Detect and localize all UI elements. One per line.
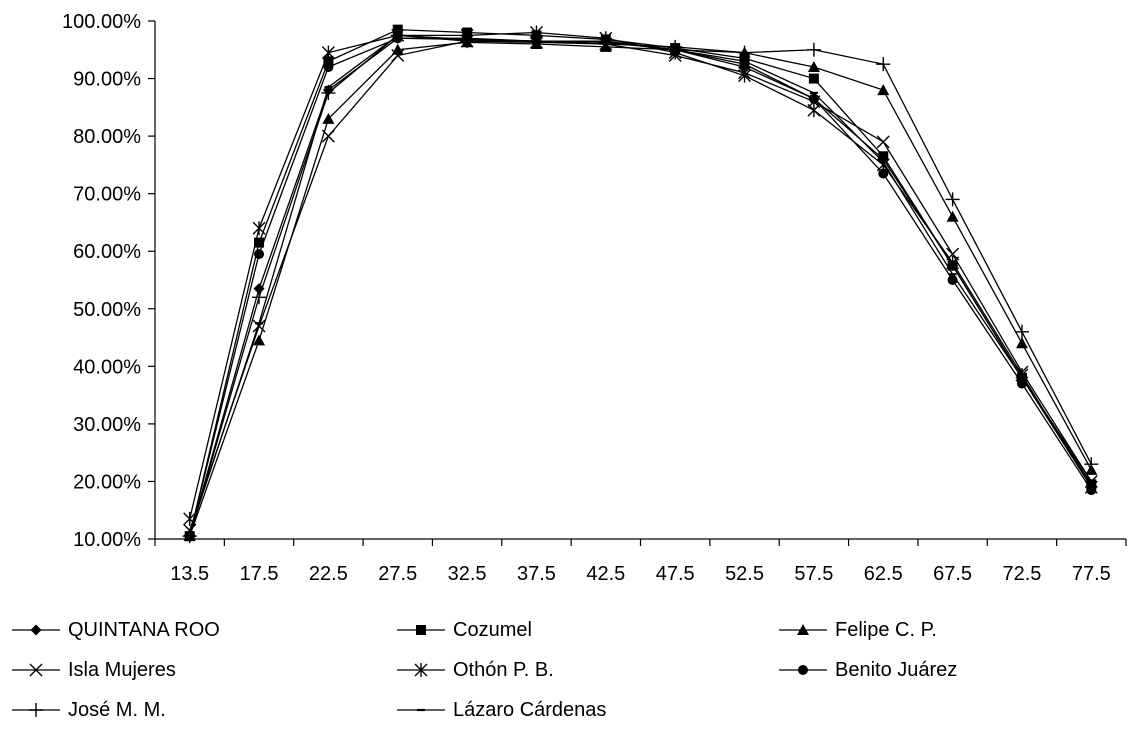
series-line bbox=[189, 31, 1092, 520]
x-tick-label: 67.5 bbox=[933, 563, 972, 585]
x-tick-label: 17.5 bbox=[240, 563, 279, 585]
axes: 10.00% 20.00% 30.00% 40.00% 50.00% 60.00% 70.0… bbox=[62, 11, 1127, 585]
data-point bbox=[737, 45, 752, 60]
data-point bbox=[254, 249, 265, 260]
data-point bbox=[807, 103, 821, 118]
series-line bbox=[189, 37, 1092, 537]
legend-marker bbox=[30, 624, 42, 636]
x-tick-label: 52.5 bbox=[725, 563, 764, 585]
legend-label: Felipe C. P. bbox=[835, 619, 937, 641]
data-point bbox=[946, 210, 959, 222]
data-point bbox=[323, 62, 334, 73]
x-tick-label: 13.5 bbox=[170, 563, 209, 585]
y-tick-label: 70.00% bbox=[73, 184, 141, 206]
legend-marker bbox=[29, 703, 43, 717]
x-tick-label: 37.5 bbox=[517, 563, 556, 585]
legend: QUINTANA ROO Cozumel Felipe C. P. Isla Muje… bbox=[12, 619, 957, 721]
series-line bbox=[189, 40, 1092, 531]
x-tick-label: 77.5 bbox=[1072, 563, 1111, 585]
x-tick-label: 62.5 bbox=[864, 563, 903, 585]
legend-entry: Benito Juárez bbox=[779, 659, 957, 681]
x-tick-label: 57.5 bbox=[794, 563, 833, 585]
data-point bbox=[808, 73, 819, 84]
legend-entry: Othón P. B. bbox=[397, 659, 554, 681]
data-point bbox=[252, 221, 266, 236]
series-group bbox=[182, 24, 1099, 544]
legend-entry: Cozumel bbox=[397, 619, 532, 641]
y-tick-label: 90.00% bbox=[73, 69, 141, 91]
series-quintana-roo bbox=[184, 32, 1097, 542]
legend-marker bbox=[797, 624, 809, 635]
data-point bbox=[321, 45, 335, 60]
data-point bbox=[877, 84, 890, 96]
data-point bbox=[252, 319, 266, 333]
data-point bbox=[876, 57, 891, 72]
legend-label: Benito Juárez bbox=[835, 659, 957, 681]
legend-label: Cozumel bbox=[453, 619, 532, 641]
legend-marker bbox=[414, 663, 428, 677]
data-point bbox=[253, 334, 266, 346]
legend-entry: QUINTANA ROO bbox=[12, 619, 220, 641]
y-tick-label: 10.00% bbox=[73, 529, 141, 551]
data-point bbox=[878, 168, 889, 179]
legend-entry: Lázaro Cárdenas bbox=[397, 699, 606, 721]
y-tick-label: 100.00% bbox=[62, 11, 141, 33]
y-tick-label: 80.00% bbox=[73, 126, 141, 148]
data-point bbox=[460, 34, 475, 49]
x-tick-label: 32.5 bbox=[448, 563, 487, 585]
legend-label: Lázaro Cárdenas bbox=[453, 699, 606, 721]
series-line bbox=[189, 41, 1092, 537]
y-tick-label: 60.00% bbox=[73, 241, 141, 263]
data-point bbox=[668, 39, 683, 54]
data-point bbox=[808, 93, 819, 104]
data-point bbox=[598, 37, 613, 52]
legend-entry: Isla Mujeres bbox=[12, 659, 176, 681]
y-tick-label: 30.00% bbox=[73, 414, 141, 436]
data-point bbox=[322, 112, 335, 124]
series-line bbox=[189, 34, 1092, 534]
data-point bbox=[391, 49, 405, 63]
legend-entry: Felipe C. P. bbox=[779, 619, 937, 641]
data-point bbox=[1014, 324, 1029, 339]
legend-label: José M. M. bbox=[68, 699, 166, 721]
y-tick-label: 20.00% bbox=[73, 471, 141, 493]
data-point bbox=[806, 42, 821, 57]
series-line bbox=[189, 37, 1092, 537]
x-tick-label: 47.5 bbox=[656, 563, 695, 585]
legend-label: Isla Mujeres bbox=[68, 659, 176, 681]
data-point bbox=[1086, 485, 1097, 496]
x-tick-label: 27.5 bbox=[378, 563, 417, 585]
data-point bbox=[323, 56, 334, 67]
legend-label: Othón P. B. bbox=[453, 659, 554, 681]
x-tick-label: 72.5 bbox=[1002, 563, 1041, 585]
data-point bbox=[254, 237, 265, 248]
data-point bbox=[807, 61, 820, 73]
series-cozumel bbox=[184, 24, 1097, 542]
data-point bbox=[945, 192, 960, 207]
legend-marker bbox=[798, 665, 808, 675]
data-point bbox=[876, 135, 890, 149]
data-point bbox=[252, 290, 267, 305]
legend-entry: José M. M. bbox=[12, 699, 166, 721]
data-point bbox=[1015, 337, 1028, 349]
series-l-zaro-c-rdenas bbox=[185, 34, 1096, 535]
legend-marker bbox=[416, 625, 426, 635]
y-tick-label: 40.00% bbox=[73, 356, 141, 378]
data-point bbox=[739, 62, 750, 73]
legend-label: QUINTANA ROO bbox=[68, 619, 220, 641]
data-point bbox=[321, 129, 335, 143]
data-point bbox=[253, 283, 265, 295]
x-tick-label: 22.5 bbox=[309, 563, 348, 585]
x-tick-label: 42.5 bbox=[586, 563, 625, 585]
data-point bbox=[1084, 457, 1099, 472]
data-point bbox=[878, 151, 889, 162]
series-oth-n-p-b- bbox=[183, 25, 1098, 526]
legend-marker bbox=[29, 663, 43, 677]
y-tick-label: 50.00% bbox=[73, 299, 141, 321]
